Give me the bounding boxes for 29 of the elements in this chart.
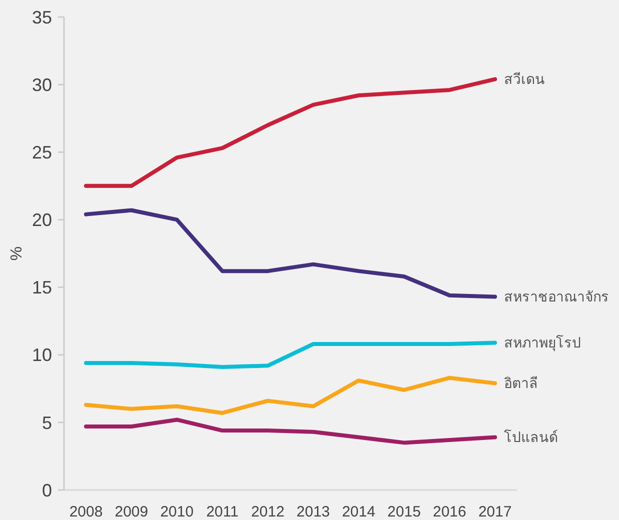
line-series <box>84 418 497 445</box>
series-label: สหภาพยุโรป <box>504 334 581 352</box>
series-label: อิตาลี <box>504 375 538 392</box>
series-label: โปแลนด์ <box>504 429 558 446</box>
line-series <box>84 376 497 415</box>
y-tick-label: 10 <box>32 345 52 366</box>
line-series <box>84 340 497 370</box>
line-series <box>84 77 497 188</box>
x-tick-label: 2015 <box>387 504 421 520</box>
x-tick-label: 2010 <box>160 504 194 520</box>
y-tick-label: 0 <box>42 480 52 500</box>
x-tick-label: 2011 <box>206 504 238 520</box>
y-tick-label: 25 <box>32 142 52 163</box>
line-series <box>84 208 497 299</box>
series-label: สวีเดน <box>504 71 545 88</box>
y-tick-label: 20 <box>32 210 52 230</box>
x-tick-label: 2014 <box>342 504 376 520</box>
x-tick-label: 2017 <box>478 504 512 520</box>
y-tick-label: 15 <box>32 278 52 298</box>
x-tick-label: 2009 <box>114 504 148 520</box>
y-tick-label: 35 <box>32 7 52 28</box>
y-axis-title: % <box>8 246 26 261</box>
x-tick-label: 2012 <box>251 504 284 520</box>
y-tick-label: 5 <box>42 412 52 433</box>
series-label: สหราชอาณาจักร <box>504 288 609 305</box>
x-tick-label: 2008 <box>69 504 103 520</box>
x-tick-label: 2013 <box>296 504 330 520</box>
x-tick-label: 2016 <box>432 504 466 520</box>
y-tick-label: 30 <box>32 74 52 95</box>
